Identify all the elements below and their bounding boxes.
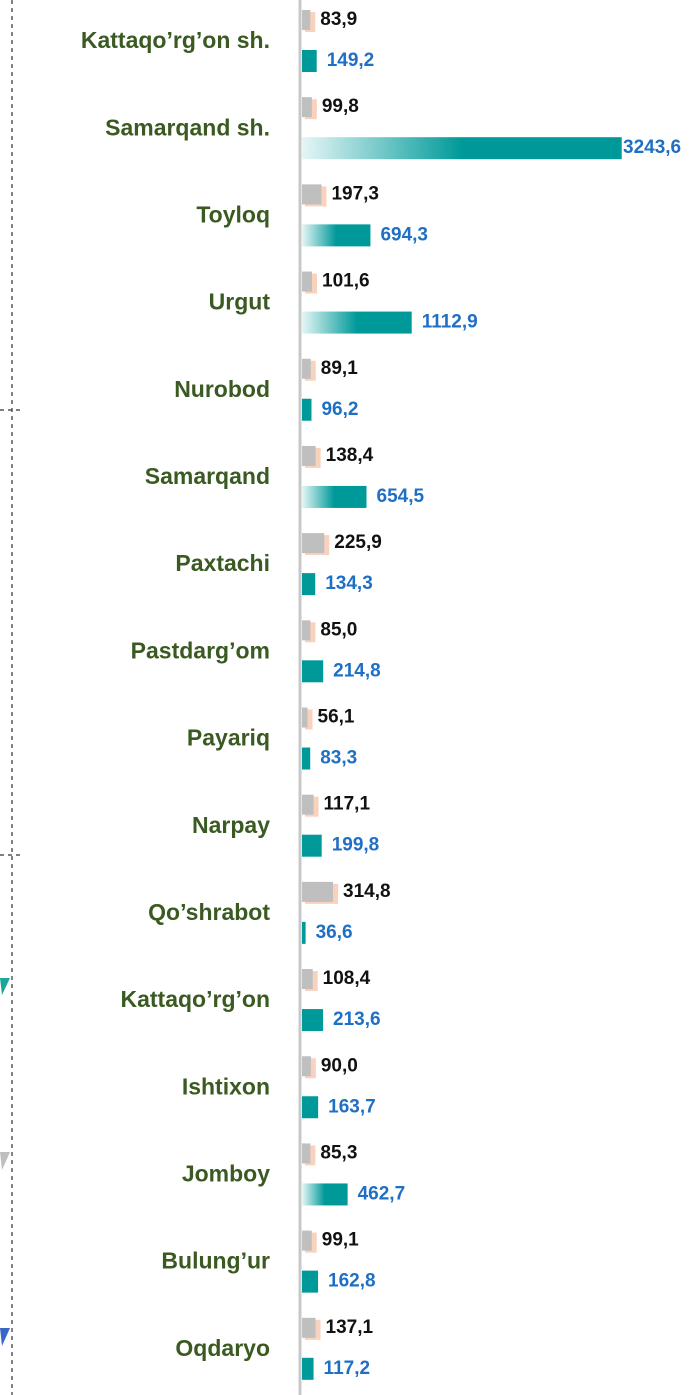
bar [302, 1357, 314, 1380]
value-label: 108,4 [323, 968, 371, 989]
bar [302, 311, 412, 334]
bar [302, 573, 316, 596]
category-label: Urgut [209, 289, 271, 315]
bar [302, 707, 308, 728]
category-label: Qo’shrabot [148, 899, 270, 925]
category-label: Jomboy [182, 1161, 270, 1187]
bar [302, 921, 306, 944]
decoration [0, 1328, 10, 1346]
value-label: 56,1 [318, 707, 355, 728]
bar [302, 50, 317, 72]
category-label: Samarqand sh. [105, 114, 270, 140]
value-label: 96,2 [321, 399, 358, 420]
category-label: Paxtachi [175, 550, 270, 576]
bar [302, 1270, 319, 1293]
bar [302, 1009, 324, 1032]
bar [302, 271, 313, 292]
bar [302, 184, 322, 205]
decoration [0, 978, 10, 995]
bar [302, 224, 371, 247]
value-label: 101,6 [322, 271, 370, 292]
bar [302, 747, 311, 770]
bar [302, 445, 316, 466]
value-label: 163,7 [328, 1096, 376, 1117]
bar [302, 1143, 311, 1164]
value-label: 36,6 [316, 922, 353, 943]
bar [302, 398, 312, 421]
value-label: 462,7 [358, 1183, 406, 1204]
value-label: 138,4 [326, 445, 374, 466]
category-label: Narpay [192, 812, 270, 838]
bar [302, 881, 334, 902]
value-label: 85,0 [320, 619, 357, 640]
value-label: 694,3 [380, 224, 428, 245]
value-label: 99,8 [322, 96, 359, 117]
bar [302, 834, 322, 857]
value-label: 654,5 [377, 486, 425, 507]
bar [302, 10, 311, 30]
category-label: Kattaqo’rg’on sh. [81, 27, 270, 53]
category-label: Samarqand [145, 463, 270, 489]
category-label: Pastdarg’om [131, 637, 270, 663]
value-label: 149,2 [327, 50, 375, 71]
value-label: 90,0 [321, 1055, 358, 1076]
value-label: 89,1 [321, 358, 358, 379]
value-label: 197,3 [331, 183, 379, 204]
category-label: Toyloq [196, 201, 270, 227]
bar [302, 1056, 311, 1077]
value-label: 213,6 [333, 1009, 381, 1030]
value-label: 225,9 [334, 532, 382, 553]
value-label: 162,8 [328, 1271, 376, 1292]
category-label: Kattaqo’rg’on [121, 986, 271, 1012]
value-label: 314,8 [343, 881, 391, 902]
value-label: 99,1 [322, 1230, 359, 1251]
value-label: 117,1 [324, 794, 371, 815]
bar [302, 660, 324, 683]
bar [302, 620, 311, 641]
decoration [0, 0, 20, 1395]
bar [302, 1230, 312, 1251]
category-label: Bulung’ur [161, 1248, 270, 1274]
value-label: 3243,6 [623, 137, 681, 158]
value-label: 85,3 [320, 1142, 357, 1163]
bar [302, 794, 314, 815]
category-label: Nurobod [174, 376, 270, 402]
bar [302, 1317, 316, 1338]
value-label: 214,8 [333, 660, 381, 681]
bar [302, 485, 367, 508]
value-label: 117,2 [324, 1358, 371, 1379]
bar [302, 137, 622, 160]
value-label: 134,3 [325, 573, 373, 594]
category-label: Oqdaryo [175, 1335, 270, 1361]
value-label: 83,9 [320, 9, 357, 30]
category-label: Payariq [187, 725, 270, 751]
bar-shadow [305, 709, 313, 730]
bar [302, 1096, 319, 1119]
category-label: Ishtixon [182, 1073, 270, 1099]
bar [302, 1183, 348, 1206]
value-label: 137,1 [326, 1317, 374, 1338]
decoration [0, 1152, 10, 1170]
bar [302, 969, 313, 990]
value-label: 1112,9 [422, 312, 478, 333]
bar [302, 533, 325, 554]
value-label: 199,8 [332, 835, 380, 856]
bar [302, 97, 312, 118]
bar [302, 358, 311, 379]
value-label: 83,3 [320, 748, 357, 769]
